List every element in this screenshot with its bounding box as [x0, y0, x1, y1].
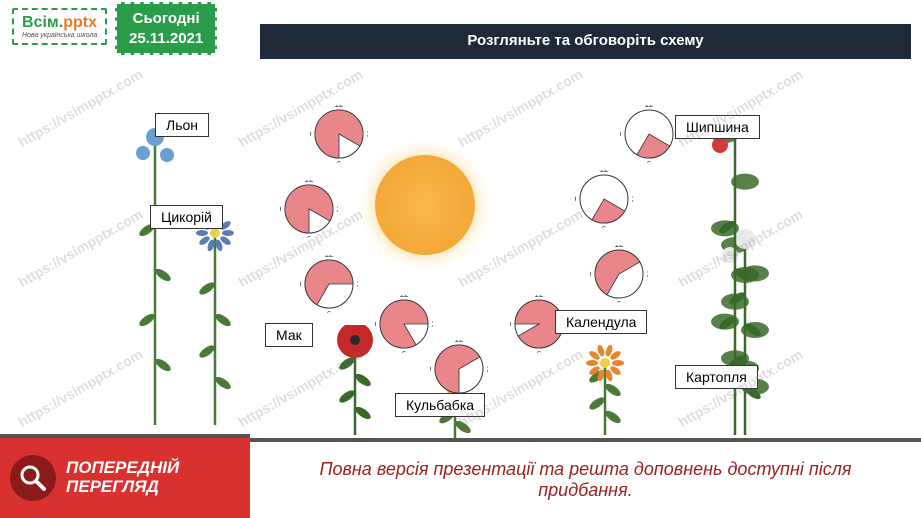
- kulbabka-label: Кульбабка: [395, 393, 485, 417]
- svg-text:6: 6: [337, 160, 342, 163]
- svg-text:6: 6: [617, 300, 622, 303]
- header: Всім.pptx Нова українська школа Сьогодні…: [0, 0, 921, 60]
- logo-part-2: pptx: [63, 14, 97, 31]
- kulbabka-clock: 12369: [430, 340, 488, 398]
- shypshyna-plant: [695, 115, 775, 440]
- svg-text:9: 9: [430, 365, 432, 374]
- svg-text:12: 12: [305, 180, 314, 184]
- svg-text:12: 12: [325, 255, 334, 259]
- svg-text:9: 9: [300, 280, 302, 289]
- preview-bar: Повна версія презентації та решта доповн…: [0, 428, 921, 518]
- svg-text:6: 6: [402, 350, 407, 353]
- flower-clock-diagram: 12 3 6 9 12 3 6 9 12 3 6 9 12 3 6 9 12 3 6 9 12 3 6 9 12 3 6…: [85, 75, 845, 435]
- svg-text:9: 9: [590, 270, 592, 279]
- sun-icon: [375, 155, 475, 255]
- svg-text:6: 6: [327, 310, 332, 313]
- svg-text:12: 12: [535, 295, 544, 299]
- date-label: Сьогодні: [129, 9, 203, 29]
- kartoplya-label: Картопля: [675, 365, 758, 389]
- svg-text:3: 3: [367, 130, 368, 139]
- svg-text:3: 3: [632, 195, 633, 204]
- lion-clock-2: 12 3 6 9: [280, 180, 338, 238]
- svg-text:9: 9: [375, 320, 377, 329]
- svg-text:3: 3: [647, 270, 648, 279]
- kartoplya-clock: 12 3 6 9: [590, 245, 648, 303]
- mak-label: Мак: [265, 323, 313, 347]
- svg-text:6: 6: [647, 160, 652, 163]
- svg-text:3: 3: [337, 205, 338, 214]
- shypshyna-clock-2: 12369: [620, 105, 678, 163]
- logo-text: Всім.pptx: [22, 14, 97, 32]
- svg-text:12: 12: [335, 105, 344, 109]
- svg-text:12: 12: [645, 105, 654, 109]
- svg-text:12: 12: [615, 245, 624, 249]
- svg-text:3: 3: [357, 280, 358, 289]
- svg-text:12: 12: [400, 295, 409, 299]
- svg-text:6: 6: [602, 225, 607, 228]
- svg-text:9: 9: [280, 205, 282, 214]
- badge-line-1: ПОПЕРЕДНІЙ: [66, 459, 179, 478]
- svg-text:12: 12: [600, 170, 609, 174]
- preview-message: Повна версія презентації та решта доповн…: [250, 438, 921, 518]
- lion-clock-1: 12 3 6 9: [310, 105, 368, 163]
- kalendula-plant: [565, 345, 645, 440]
- logo-part-1: Всім.: [22, 14, 63, 31]
- svg-text:9: 9: [510, 320, 512, 329]
- svg-text:3: 3: [432, 320, 433, 329]
- title-bar: Розгляньте та обговоріть схему: [260, 24, 911, 59]
- svg-text:6: 6: [537, 350, 542, 353]
- lion-label: Льон: [155, 113, 209, 137]
- date-value: 25.11.2021: [129, 29, 203, 49]
- kalendula-label: Календула: [555, 310, 647, 334]
- svg-text:9: 9: [620, 130, 622, 139]
- preview-badge: ПОПЕРЕДНІЙ ПЕРЕГЛЯД: [0, 434, 250, 518]
- badge-line-2: ПЕРЕГЛЯД: [66, 478, 179, 497]
- logo-subtitle: Нова українська школа: [22, 32, 97, 39]
- magnifier-icon: [10, 455, 56, 501]
- shypshyna-label: Шипшина: [675, 115, 760, 139]
- svg-text:12: 12: [455, 340, 464, 344]
- shypshyna-clock-1: 12 3 6 9: [575, 170, 633, 228]
- svg-text:9: 9: [310, 130, 312, 139]
- logo-box: Всім.pptx Нова українська школа: [12, 8, 107, 45]
- tsykoriy-label: Цикорій: [150, 205, 223, 229]
- preview-badge-text: ПОПЕРЕДНІЙ ПЕРЕГЛЯД: [66, 459, 179, 496]
- mak-clock: 12 3 6 9: [375, 295, 433, 353]
- svg-text:6: 6: [307, 235, 312, 238]
- tsykoriy-clock: 12 3 6 9: [300, 255, 358, 313]
- date-box: Сьогодні 25.11.2021: [115, 2, 217, 55]
- svg-text:3: 3: [487, 365, 488, 374]
- tsykoriy-plant: [175, 215, 255, 430]
- svg-text:9: 9: [575, 195, 577, 204]
